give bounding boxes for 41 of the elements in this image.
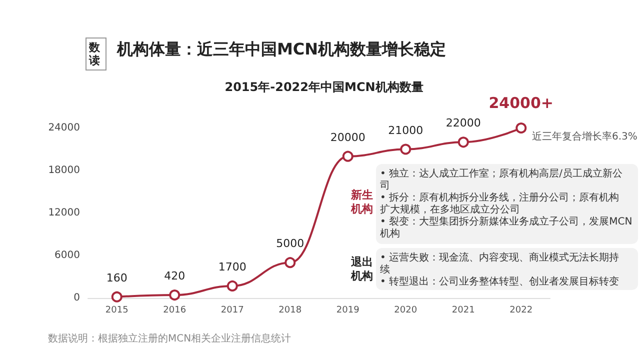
- annotation: • 运营失败：现金流、内容变现、商业模式无法长期持续: [380, 252, 620, 276]
- y-tick-label: 6000: [54, 250, 80, 261]
- annotation: • 裂变：大型集团拆分新媒体业务成立子公司，发展MCN机构: [380, 216, 632, 240]
- text: 数据说明：根据独立注册的MCN相关企业注册信息统计: [48, 332, 292, 344]
- x-tick-label: 2018: [278, 306, 302, 316]
- data-label: 21000: [388, 124, 424, 137]
- annotation: 退出机构: [350, 256, 373, 282]
- point: [516, 122, 527, 134]
- point: [458, 136, 469, 148]
- annotation: 近三年复合增长率6.3%: [532, 130, 638, 142]
- annotation: • 拆分：原有机构拆分业务线，注册分公司；原有机构扩大规模，在多地区成立分公司: [380, 192, 620, 216]
- x-tick-label: 2022: [510, 306, 533, 316]
- y-tick-label: 18000: [48, 165, 80, 176]
- point: [342, 150, 354, 162]
- chart-title: 机构体量：近三年中国MCN机构数量增长稳定: [116, 40, 446, 58]
- x-tick-label: 2015: [105, 306, 128, 316]
- point: [169, 290, 180, 301]
- data-label: 22000: [446, 116, 481, 130]
- data-label: 1700: [218, 260, 246, 274]
- x-tick-label: 2016: [163, 306, 186, 316]
- x-tick-label: 2019: [336, 306, 360, 316]
- annotation: • 转型退出：公司业务整体转型、创业者发展目标转变: [380, 276, 620, 288]
- data-label: 20000: [330, 130, 366, 144]
- point: [226, 280, 238, 292]
- x-tick-label: 2020: [394, 306, 418, 316]
- annotation: • 独立：达人成立工作室；原有机构高层/员工成立新公司: [380, 168, 622, 192]
- x-tick-label: 2021: [452, 306, 475, 316]
- data-label: 5000: [276, 237, 304, 250]
- point: [284, 257, 296, 268]
- y-tick-label: 24000: [48, 122, 80, 134]
- data-label: 160: [106, 271, 128, 284]
- annotation: 新生机构: [350, 188, 373, 216]
- text: 数读: [88, 41, 101, 67]
- data-label: 24000+: [488, 94, 554, 112]
- point: [400, 144, 412, 155]
- data-label: 420: [164, 270, 186, 283]
- y-tick-label: 12000: [48, 208, 80, 218]
- chart-subtitle: 2015年-2022年中国MCN机构数量: [224, 80, 424, 94]
- x-tick-label: 2017: [220, 306, 244, 316]
- y-tick-label: 0: [74, 292, 80, 304]
- point: [111, 291, 122, 302]
